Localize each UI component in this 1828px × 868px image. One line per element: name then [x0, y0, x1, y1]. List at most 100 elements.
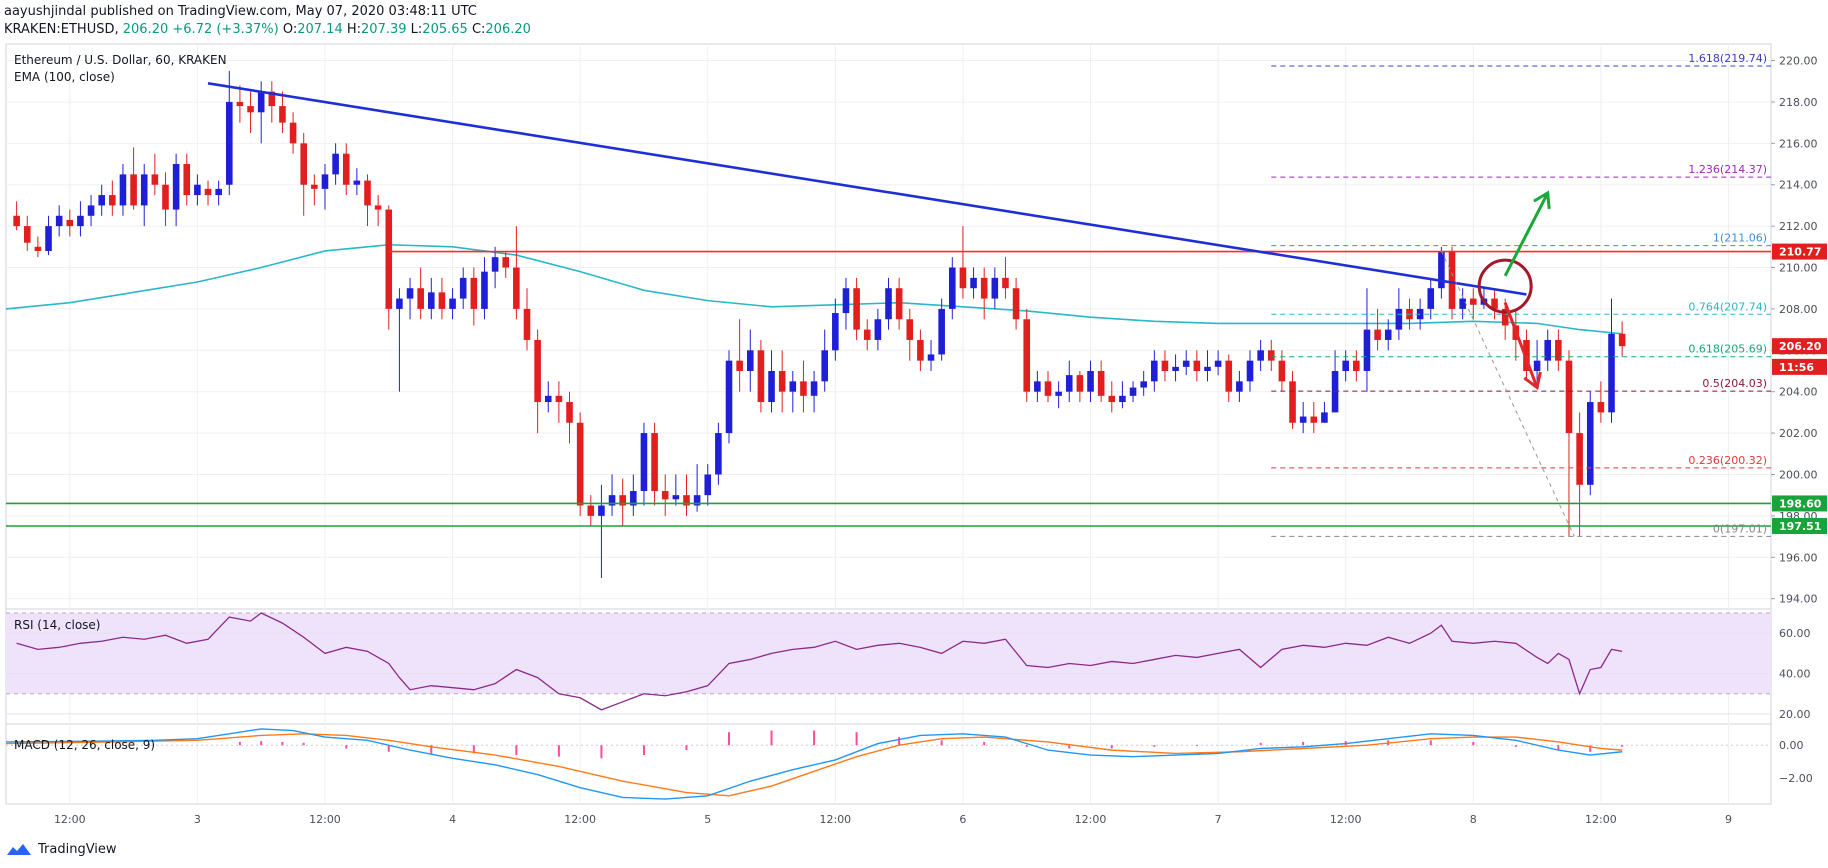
candle-body: [598, 505, 605, 516]
x-tick-label: 12:00: [1330, 813, 1362, 826]
open-label: O:: [282, 22, 298, 37]
candle-body: [257, 91, 265, 113]
author-name[interactable]: aayushjindal: [4, 4, 87, 19]
rsi-tick-label: 60.00: [1779, 627, 1811, 640]
candle-body: [1002, 277, 1009, 289]
candle-body: [66, 219, 74, 227]
fib-level-label: 0.236(200.32): [1688, 454, 1767, 467]
y-tick-label: 218.00: [1779, 96, 1818, 109]
y-tick-label: 208.00: [1779, 303, 1818, 316]
candle-body: [1342, 360, 1349, 371]
open-value: 207.14: [297, 22, 343, 37]
symbol: KRAKEN:ETHUSD,: [4, 22, 119, 37]
candle-body: [162, 184, 169, 210]
fib-level-label: 1(211.06): [1713, 232, 1767, 245]
fib-level-label: 1.236(214.37): [1688, 163, 1767, 176]
candle-body: [544, 395, 552, 403]
candle-body: [119, 174, 127, 206]
candle-body: [342, 153, 350, 185]
candle-body: [502, 257, 510, 268]
candle-body: [1353, 360, 1360, 371]
candle-body: [279, 106, 286, 123]
candle-body: [1384, 329, 1392, 340]
candle-body: [906, 319, 914, 340]
candle-body: [385, 209, 393, 309]
price-tag-box: [1772, 518, 1827, 535]
y-tick-label: 194.00: [1779, 593, 1818, 606]
candle-body: [428, 292, 435, 309]
price-tag-label: 11:56: [1779, 361, 1814, 374]
candle-body: [374, 205, 382, 210]
fib-retracement-diagonal: [1440, 250, 1575, 537]
candle-body: [1097, 370, 1105, 396]
candle-body: [991, 277, 999, 299]
candle-body: [151, 174, 159, 185]
tradingview-logo-text: TradingView: [38, 842, 117, 857]
tradingview-logo[interactable]: TradingView: [6, 842, 117, 857]
rsi-tick-label: 40.00: [1779, 668, 1811, 681]
macd-tick-label: −2.00: [1779, 772, 1813, 785]
x-tick-label: 12:00: [309, 813, 341, 826]
y-tick-label: 204.00: [1779, 386, 1818, 399]
candle-body: [23, 226, 31, 243]
candle-body: [566, 402, 573, 423]
candle-body: [1310, 416, 1318, 423]
candle-body: [821, 350, 829, 382]
publish-info: aayushjindal published on TradingView.co…: [4, 4, 477, 19]
macd-signal-line: [5, 733, 1623, 797]
candle-body: [810, 381, 818, 396]
candle-body: [778, 370, 786, 392]
candle-body: [1555, 339, 1562, 361]
y-tick-label: 202.00: [1779, 427, 1818, 440]
candle-body: [1576, 433, 1583, 485]
macd-pane: [5, 728, 1771, 800]
candle-body: [959, 267, 967, 289]
overlays-layer: 1.618(219.74) 1.236(214.37) 1(211.06) 0.764…: [6, 52, 1771, 537]
price-tag-label: 198.60: [1779, 497, 1822, 510]
y-tick-label: 196.00: [1779, 551, 1818, 564]
candle-body: [640, 433, 648, 492]
candle-body: [1193, 360, 1201, 371]
candle-body: [1469, 298, 1477, 305]
candle-body: [1236, 381, 1243, 392]
candle-body: [332, 153, 339, 175]
price-tag-box: [1772, 338, 1827, 355]
bullish-arrow-shaft: [1503, 192, 1550, 277]
bullish-arrow-head: [1533, 190, 1551, 210]
candle-body: [140, 174, 148, 206]
chart-title: Ethereum / U.S. Dollar, 60, KRAKEN: [14, 53, 227, 67]
macd-tick-label: 0.00: [1779, 739, 1804, 752]
candle-body: [87, 205, 95, 216]
price-tag-box: [1772, 243, 1827, 260]
rsi-band: [6, 613, 1771, 694]
rsi-label: RSI (14, close): [14, 618, 100, 632]
fib-level-label: 0(197.01): [1713, 522, 1767, 535]
candle-body: [1012, 288, 1020, 320]
price-tag-label: 210.77: [1779, 246, 1821, 259]
price-tag-box: [1772, 495, 1827, 512]
candle-body: [1586, 402, 1594, 485]
candle-body: [1278, 360, 1286, 382]
candle-body: [353, 180, 361, 185]
candle-body: [1544, 339, 1552, 361]
candle-body: [311, 184, 318, 189]
close-label: C:: [471, 22, 486, 37]
candle-body: [1267, 350, 1275, 361]
candle-body: [1087, 370, 1094, 392]
candle-body: [34, 246, 42, 251]
annotation-circle: [1477, 258, 1533, 314]
x-tick-label: 12:00: [1585, 813, 1617, 826]
candle-body: [970, 277, 977, 289]
low-value: 205.65: [422, 22, 468, 37]
macd-label: MACD (12, 26, close, 9): [14, 738, 155, 752]
candle-body: [917, 339, 924, 361]
candle-body: [1055, 391, 1062, 396]
candle-body: [98, 195, 105, 206]
candle-body: [587, 505, 595, 516]
candle-body: [1172, 366, 1179, 371]
candle-body: [470, 277, 478, 309]
candle-body: [853, 288, 860, 330]
fib-level-label: 1.618(219.74): [1688, 52, 1767, 65]
candle-body: [289, 122, 297, 144]
